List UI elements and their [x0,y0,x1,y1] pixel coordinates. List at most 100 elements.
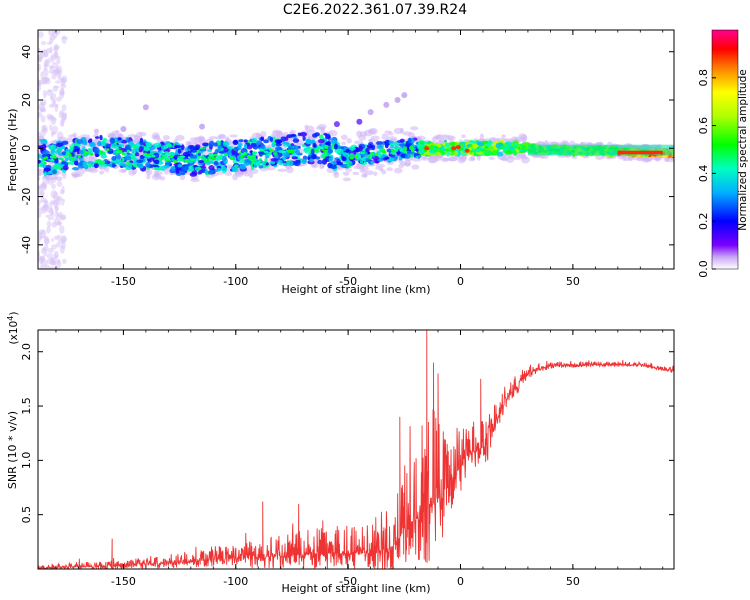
band-blob [139,140,143,146]
band-blob [222,141,230,147]
noise-blob [42,68,49,77]
noise-blob [62,115,66,124]
band-blob [384,156,390,160]
x-tick-label: -150 [111,275,136,288]
x-tick-label: -100 [223,575,248,588]
band-blob [342,151,350,158]
band-blob [93,162,99,169]
band-blob [346,164,352,168]
halo-blob [342,177,352,182]
colorbar: 0.0 0.2 0.4 0.6 0.8 Normalized spectral ampl… [697,29,749,278]
halo-blob [304,124,309,131]
peak-dot [403,148,408,151]
band-blob [305,138,312,144]
halo-blob [342,171,350,176]
band-blob [147,159,152,163]
halo-blob [356,130,363,138]
peak-dot [377,153,383,157]
band-blob [292,138,300,143]
halo-blob [340,134,348,140]
noise-blob [40,71,44,79]
band-blob [220,150,225,154]
band-blob [193,147,200,151]
peak-dot [432,149,438,153]
band-blob [481,140,489,145]
band-blob [73,145,79,150]
y-tick-label: 1.0 [20,452,33,470]
band-blob [419,141,425,145]
band-blob [208,165,215,171]
x-tick-label: 50 [566,575,580,588]
halo-blob [38,168,45,176]
noise-blob [58,221,62,226]
noise-blob [59,225,65,234]
band-blob [386,148,393,153]
peak-dot [249,155,255,158]
peak-dot [190,158,196,161]
peak-dot [165,157,171,161]
band-blob [237,142,243,147]
band-blob [38,153,42,159]
noise-blob [54,80,62,84]
band-blob [121,162,127,167]
peak-dot [281,150,287,154]
band-blob [73,160,79,166]
band-blob [238,139,244,143]
band-blob [95,136,100,139]
peak-dot [180,155,186,158]
band-blob [283,151,290,158]
band-blob [139,154,145,159]
peak-dot [475,149,480,153]
noise-blob [38,184,43,190]
band-blob [100,139,106,147]
y-tick-label: 2.0 [20,343,33,361]
band-blob [275,139,283,144]
noise-blob [61,258,67,264]
peak-dot [459,148,464,151]
band-blob [74,148,80,152]
halo-blob [622,154,627,162]
peak-dot [172,160,178,163]
y-tick-label: -40 [20,236,33,254]
halo-blob [128,170,136,176]
band-blob [334,143,338,150]
peak-dot [89,152,94,156]
band-blob [175,169,180,174]
halo-blob [260,130,267,138]
halo-blob [363,129,373,137]
band-blob [281,141,290,145]
halo-blob [55,176,63,182]
spectrogram-ylabel: Frequency (Hz) [6,109,19,192]
halo-blob [445,134,451,140]
band-blob [153,159,160,165]
band-blob [336,161,343,166]
y-tick-label: 40 [20,45,33,59]
noise-blob [54,253,58,259]
band-blob [287,145,294,151]
x-tick-label: -50 [339,275,357,288]
band-blob [61,151,67,156]
noise-blob [38,82,42,92]
band-blob [260,144,266,149]
band-blob [243,139,248,143]
band-blob [136,159,144,164]
peak-dot [468,144,473,147]
band-blob [125,137,130,143]
band-blob [258,157,263,163]
noise-blob [55,211,60,219]
peak-dot [360,151,366,155]
band-blob [223,147,229,153]
band-blob [345,148,350,153]
peak-dot [218,156,223,159]
hot-spot [464,148,470,153]
noise-blob [51,61,57,66]
peak-dot [392,152,397,155]
band-blob [38,159,41,164]
ridge-band [527,144,674,156]
halo-blob [151,134,161,140]
band-blob [100,153,107,159]
noise-blob [45,214,52,218]
halo-blob [127,134,138,138]
peak-dot [229,157,234,160]
noise-blob [59,77,67,83]
